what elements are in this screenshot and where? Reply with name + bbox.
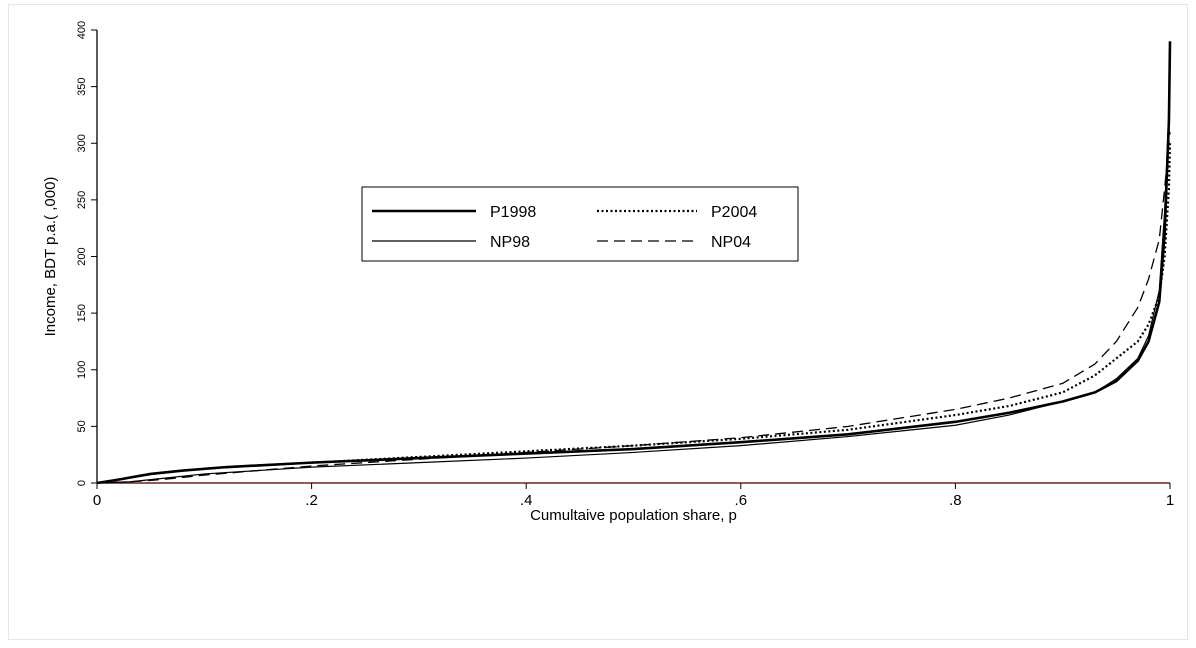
series-line-np04: [96, 131, 1171, 484]
series-line-np98: [96, 75, 1171, 484]
legend-box: [361, 186, 799, 262]
y-tick-label: 250: [76, 191, 88, 209]
series-line-p1998: [96, 41, 1172, 485]
y-ticks: 0 50 100 150 200 250 300 350 400: [76, 21, 97, 486]
legend-label-np98: NP98: [490, 234, 530, 251]
y-axis-title: Income, BDT p.a.( ,000): [42, 177, 59, 337]
y-tick-label: 50: [76, 420, 88, 432]
y-tick-label: 0: [76, 480, 88, 486]
y-tick-label: 350: [76, 77, 88, 95]
x-ticks: 0 .2 .4 .6 .8 1: [93, 483, 1174, 509]
y-tick-label: 150: [76, 304, 88, 322]
legend-label-p1998: P1998: [490, 204, 536, 221]
x-tick-label: .4: [520, 492, 533, 509]
x-tick-label: .8: [949, 492, 962, 509]
legend-label-np04: NP04: [711, 234, 751, 251]
legend: P1998 P2004 NP98 NP04: [361, 186, 799, 262]
x-axis-title: Cumultaive population share, p: [530, 507, 737, 524]
series-layer: [96, 41, 1172, 485]
x-tick-label: 1: [1166, 492, 1174, 509]
chart-frame: [8, 4, 1188, 640]
y-tick-label: 400: [76, 21, 88, 39]
series-line-p2004: [96, 143, 1172, 485]
y-tick-label: 100: [76, 361, 88, 379]
y-tick-label: 200: [76, 247, 88, 265]
x-tick-label: 0: [93, 492, 101, 509]
legend-label-p2004: P2004: [711, 204, 757, 221]
x-tick-label: .6: [735, 492, 748, 509]
y-tick-label: 300: [76, 134, 88, 152]
x-tick-label: .2: [305, 492, 318, 509]
